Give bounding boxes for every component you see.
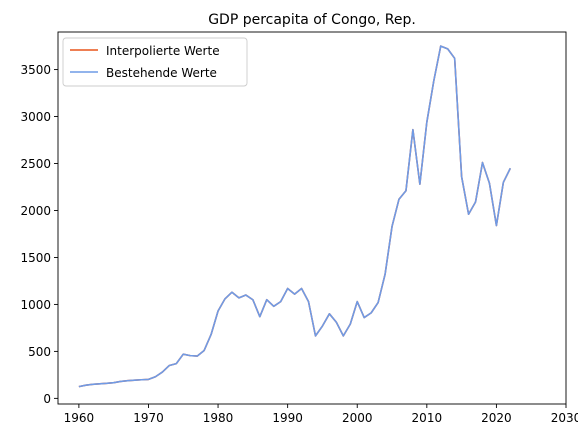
x-tick-label: 1970	[133, 411, 164, 425]
series-line-interpolated	[78, 45, 512, 388]
y-tick-label: 1000	[20, 298, 51, 312]
y-axis: 0 500 1000 1500 2000 2500 3000 3500	[20, 63, 58, 406]
x-tick-label: 2010	[412, 411, 443, 425]
y-tick-label: 2500	[20, 157, 51, 171]
legend-box	[62, 37, 248, 87]
chart-title: GDP percapita of Congo, Rep.	[208, 12, 416, 28]
legend: Interpolierte Werte Bestehende Werte	[62, 37, 248, 87]
y-tick-label: 0	[43, 392, 51, 406]
y-tick-label: 1500	[20, 251, 51, 265]
legend-label-interpolated: Interpolierte Werte	[106, 44, 220, 58]
x-tick-label: 2030	[551, 411, 578, 425]
y-tick-label: 3500	[20, 63, 51, 77]
y-tick-label: 500	[28, 345, 51, 359]
x-axis: 1960 1970 1980 1990 2000 2010 2020 2030	[64, 404, 578, 425]
x-tick-label: 1960	[64, 411, 95, 425]
series-layer	[78, 45, 512, 388]
y-tick-label: 3000	[20, 110, 51, 124]
legend-label-existing: Bestehende Werte	[106, 66, 217, 80]
x-tick-label: 2000	[342, 411, 373, 425]
x-tick-label: 1990	[272, 411, 303, 425]
series-line-existing	[78, 45, 512, 388]
x-tick-label: 1980	[203, 411, 234, 425]
x-tick-label: 2020	[481, 411, 512, 425]
plot-frame	[57, 31, 567, 405]
y-tick-label: 2000	[20, 204, 51, 218]
